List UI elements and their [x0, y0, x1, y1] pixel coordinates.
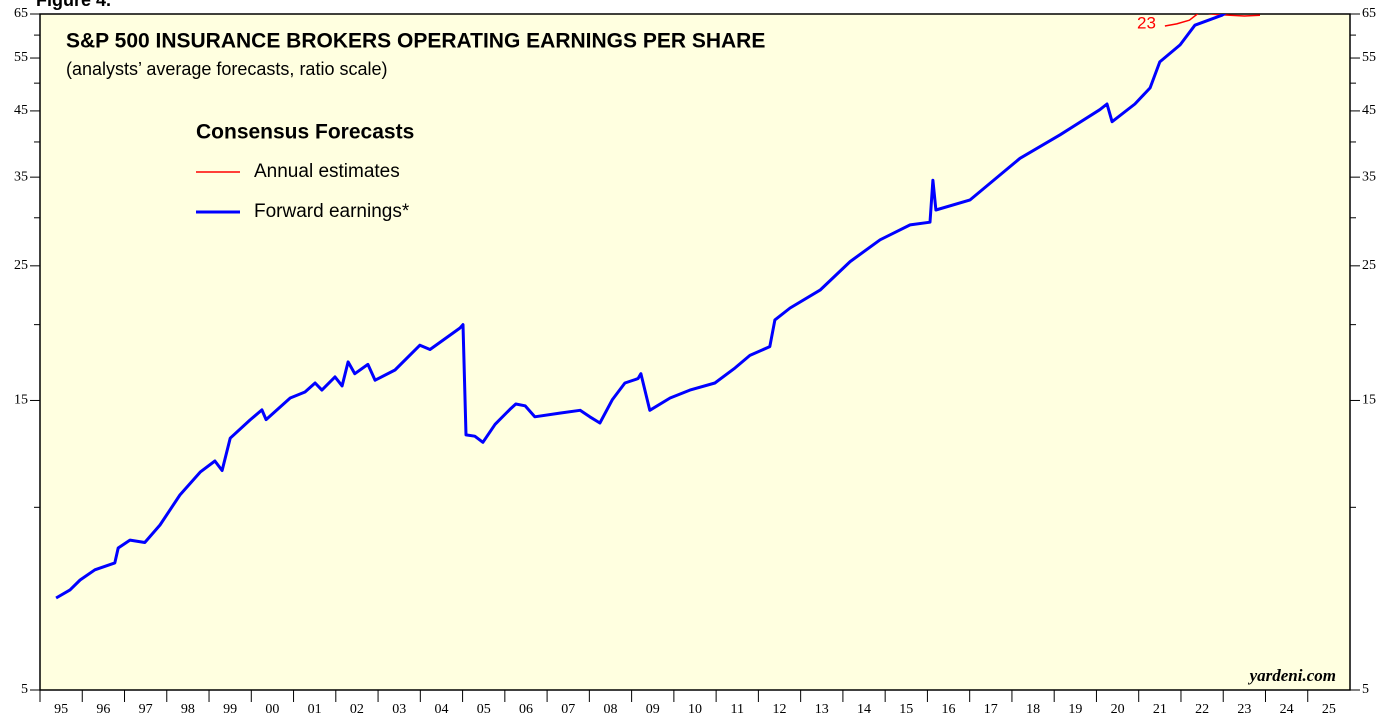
- x-tick-label: 22: [1195, 702, 1209, 717]
- x-tick-label: 21: [1153, 702, 1167, 717]
- y-tick-label: 5: [21, 682, 28, 697]
- x-tick-label: 96: [96, 702, 110, 717]
- x-tick-label: 16: [942, 702, 956, 717]
- x-tick-label: 15: [899, 702, 913, 717]
- x-tick-label: 12: [773, 702, 787, 717]
- x-tick-label: 02: [350, 702, 364, 717]
- x-tick-label: 13: [815, 702, 829, 717]
- x-tick-label: 18: [1026, 702, 1040, 717]
- x-tick-label: 99: [223, 702, 237, 717]
- y-tick-label: 35: [14, 169, 28, 184]
- legend-label: Forward earnings*: [254, 201, 410, 222]
- y2-tick-label: 35: [1362, 169, 1376, 184]
- y-tick-label: 15: [14, 393, 28, 408]
- series-line: [55, 14, 1227, 600]
- chart-title: S&P 500 INSURANCE BROKERS OPERATING EARN…: [66, 30, 765, 53]
- x-tick-label: 95: [54, 702, 68, 717]
- x-tick-label: 19: [1068, 702, 1082, 717]
- x-tick-label: 11: [731, 702, 744, 717]
- legend-title: Consensus Forecasts: [196, 121, 414, 144]
- annotation: 23: [1137, 14, 1156, 33]
- y2-tick-label: 55: [1362, 50, 1376, 65]
- y2-tick-label: 25: [1362, 258, 1376, 273]
- x-tick-label: 00: [265, 702, 279, 717]
- x-tick-label: 10: [688, 702, 702, 717]
- x-tick-label: 14: [857, 702, 871, 717]
- chart-subtitle: (analysts’ average forecasts, ratio scal…: [66, 59, 387, 79]
- x-tick-label: 23: [1237, 702, 1251, 717]
- x-tick-label: 08: [603, 702, 617, 717]
- x-tick-label: 24: [1280, 702, 1294, 717]
- y2-tick-label: 15: [1362, 393, 1376, 408]
- plot-area: [39, 13, 1351, 691]
- x-tick-label: 20: [1111, 702, 1125, 717]
- y-tick-label: 45: [14, 103, 28, 118]
- legend-label: Annual estimates: [254, 161, 400, 182]
- x-tick-label: 01: [308, 702, 322, 717]
- x-tick-label: 03: [392, 702, 406, 717]
- x-tick-label: 04: [434, 702, 448, 717]
- y2-tick-label: 5: [1362, 682, 1369, 697]
- y-tick-label: 65: [14, 6, 28, 21]
- y-tick-label: 25: [14, 258, 28, 273]
- y2-tick-label: 65: [1362, 6, 1376, 21]
- y2-tick-label: 45: [1362, 103, 1376, 118]
- x-tick-label: 97: [139, 702, 153, 717]
- source: yardeni.com: [1248, 666, 1336, 685]
- figure-label: Figure 4.: [36, 0, 111, 10]
- series-group: [55, 14, 1261, 600]
- x-tick-label: 06: [519, 702, 533, 717]
- x-tick-label: 98: [181, 702, 195, 717]
- y-tick-label: 55: [14, 50, 28, 65]
- x-tick-label: 25: [1322, 702, 1336, 717]
- x-tick-label: 17: [984, 702, 998, 717]
- x-tick-label: 07: [561, 702, 575, 717]
- x-tick-label: 09: [646, 702, 660, 717]
- x-tick-label: 05: [477, 702, 491, 717]
- series-line: [1164, 14, 1261, 27]
